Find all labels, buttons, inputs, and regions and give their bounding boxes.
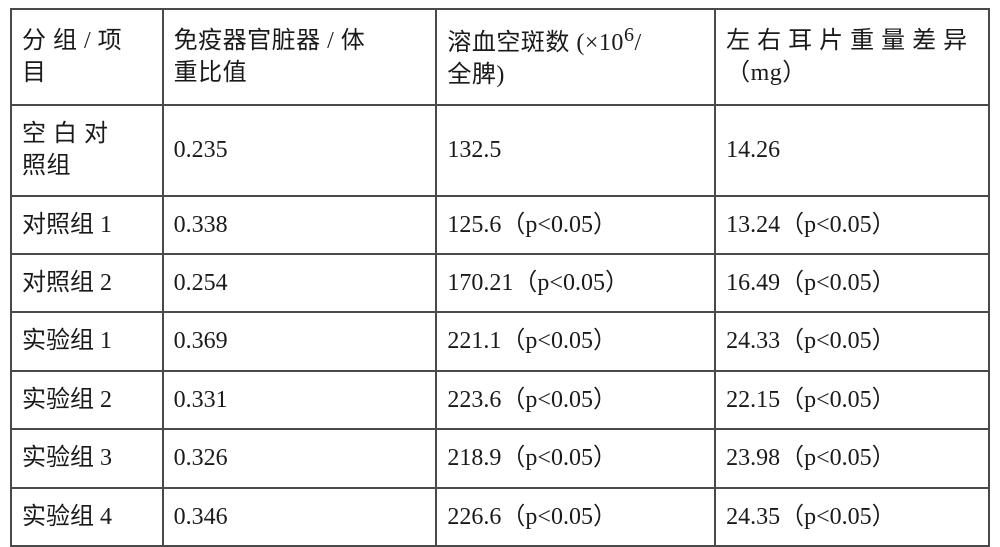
table-row: 实验组 2 0.331 223.6（p<0.05） 22.15（p<0.05）	[11, 371, 989, 429]
cell-ratio: 0.346	[163, 488, 437, 546]
cell-group-l1: 空 白 对	[22, 121, 109, 147]
cell-ratio: 0.338	[163, 196, 437, 254]
cell-group: 空 白 对 照组	[11, 105, 163, 196]
header-ratio-l2: 重比值	[174, 60, 248, 86]
cell-plaques: 132.5	[436, 105, 715, 196]
cell-ear: 22.15（p<0.05）	[715, 371, 989, 429]
table-row: 实验组 1 0.369 221.1（p<0.05） 24.33（p<0.05）	[11, 312, 989, 370]
data-table: 分 组 / 项 目 免疫器官脏器 / 体 重比值 溶血空斑数 (×106/ 全脾…	[10, 8, 990, 547]
table-row: 实验组 4 0.346 226.6（p<0.05） 24.35（p<0.05）	[11, 488, 989, 546]
cell-plaques: 223.6（p<0.05）	[436, 371, 715, 429]
cell-ear: 14.26	[715, 105, 989, 196]
cell-plaques: 226.6（p<0.05）	[436, 488, 715, 546]
cell-ear: 24.35（p<0.05）	[715, 488, 989, 546]
cell-group: 实验组 4	[11, 488, 163, 546]
header-ratio-l1: 免疫器官脏器 / 体	[174, 28, 366, 54]
header-group-l1: 分 组 / 项	[22, 28, 122, 54]
table-row: 实验组 3 0.326 218.9（p<0.05） 23.98（p<0.05）	[11, 429, 989, 487]
cell-plaques: 170.21（p<0.05）	[436, 254, 715, 312]
header-plaques-sup: 6	[624, 24, 635, 46]
header-ear: 左 右 耳 片 重 量 差 异 （mg）	[715, 9, 989, 105]
cell-ratio: 0.254	[163, 254, 437, 312]
header-group-l2: 目	[22, 60, 47, 86]
cell-group: 实验组 1	[11, 312, 163, 370]
cell-plaques: 218.9（p<0.05）	[436, 429, 715, 487]
table-row: 空 白 对 照组 0.235 132.5 14.26	[11, 105, 989, 196]
cell-ratio: 0.326	[163, 429, 437, 487]
cell-ear: 23.98（p<0.05）	[715, 429, 989, 487]
cell-group: 实验组 3	[11, 429, 163, 487]
table-row: 对照组 2 0.254 170.21（p<0.05） 16.49（p<0.05）	[11, 254, 989, 312]
cell-ear: 24.33（p<0.05）	[715, 312, 989, 370]
cell-ratio: 0.369	[163, 312, 437, 370]
cell-plaques: 125.6（p<0.05）	[436, 196, 715, 254]
cell-plaques: 221.1（p<0.05）	[436, 312, 715, 370]
cell-ratio: 0.331	[163, 371, 437, 429]
cell-ratio: 0.235	[163, 105, 437, 196]
cell-group: 实验组 2	[11, 371, 163, 429]
cell-group-l2: 照组	[22, 153, 71, 179]
header-row: 分 组 / 项 目 免疫器官脏器 / 体 重比值 溶血空斑数 (×106/ 全脾…	[11, 9, 989, 105]
header-ear-l1: 左 右 耳 片 重 量 差 异	[726, 28, 968, 54]
header-ear-l2: （mg）	[726, 60, 807, 86]
table-row: 对照组 1 0.338 125.6（p<0.05） 13.24（p<0.05）	[11, 196, 989, 254]
cell-group: 对照组 1	[11, 196, 163, 254]
cell-ear: 16.49（p<0.05）	[715, 254, 989, 312]
header-plaques: 溶血空斑数 (×106/ 全脾)	[436, 9, 715, 105]
cell-group: 对照组 2	[11, 254, 163, 312]
cell-ear: 13.24（p<0.05）	[715, 196, 989, 254]
header-plaques-l1: 溶血空斑数 (×10	[447, 30, 624, 56]
header-group: 分 组 / 项 目	[11, 9, 163, 105]
header-plaques-l2: 全脾)	[447, 62, 505, 88]
header-ratio: 免疫器官脏器 / 体 重比值	[163, 9, 437, 105]
